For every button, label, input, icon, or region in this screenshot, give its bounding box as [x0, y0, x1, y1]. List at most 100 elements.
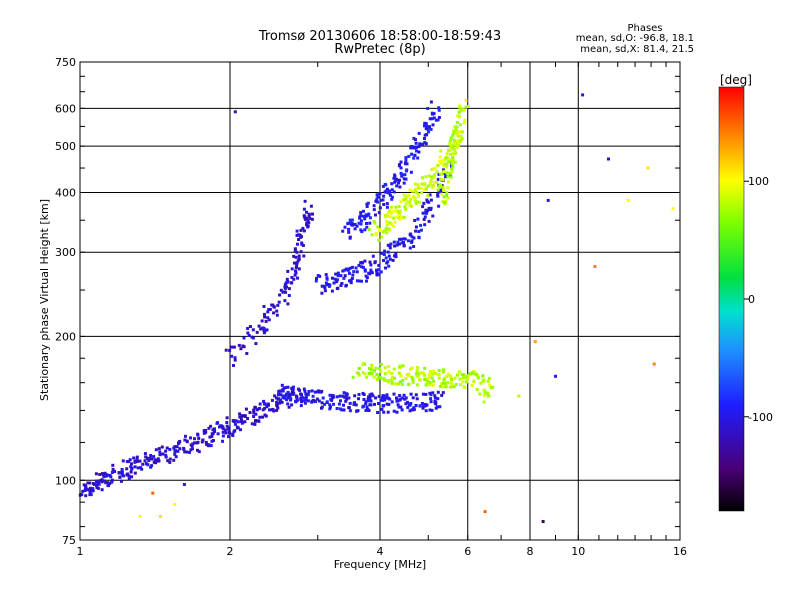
data-point [280, 400, 284, 404]
data-point [421, 392, 425, 396]
data-point [442, 164, 446, 168]
data-point [448, 374, 452, 378]
data-point [441, 159, 445, 163]
data-point [338, 407, 342, 411]
data-point [278, 401, 281, 405]
data-point [301, 244, 305, 247]
data-point [342, 403, 345, 407]
data-point [135, 458, 139, 462]
data-point [237, 343, 241, 347]
data-point [415, 397, 419, 401]
data-point [133, 465, 137, 469]
data-point [390, 197, 394, 201]
data-point [374, 232, 378, 236]
data-point [476, 376, 480, 380]
data-point [439, 161, 443, 165]
data-point [454, 151, 458, 155]
data-point [405, 168, 409, 172]
data-point [136, 466, 140, 470]
data-point [431, 383, 435, 387]
data-point [366, 408, 370, 412]
data-point [353, 401, 357, 405]
data-point [444, 381, 448, 385]
data-point [456, 373, 459, 377]
data-point [439, 177, 443, 181]
data-point [283, 290, 286, 294]
data-point [343, 395, 347, 399]
data-point [111, 463, 115, 467]
data-point [221, 439, 224, 443]
data-point [246, 417, 250, 420]
data-point [487, 376, 491, 380]
data-point [130, 462, 133, 466]
data-point [425, 125, 429, 129]
data-point [177, 441, 181, 445]
y-axis-label: Stationary phase Virtual Height [km] [38, 199, 51, 401]
data-point [375, 271, 379, 275]
data-point [175, 445, 179, 449]
data-point [432, 369, 436, 373]
data-point [468, 372, 472, 376]
colorbar-tick-label: 100 [748, 175, 769, 188]
data-point [357, 221, 361, 225]
data-point [369, 403, 373, 407]
data-point [541, 520, 545, 523]
data-point [88, 486, 92, 490]
data-point [393, 173, 397, 177]
data-point [381, 184, 385, 188]
data-point [303, 199, 307, 203]
data-point [100, 480, 104, 484]
data-point [361, 265, 365, 269]
data-point [437, 106, 441, 110]
data-point [395, 215, 399, 219]
data-point [413, 153, 417, 157]
data-point [396, 399, 400, 403]
data-point [158, 453, 162, 457]
data-point [335, 395, 339, 399]
data-point [410, 235, 414, 239]
data-point [423, 182, 427, 185]
data-point [284, 386, 288, 389]
data-point [402, 181, 406, 185]
data-point [367, 212, 371, 216]
data-point [143, 459, 147, 463]
data-point [377, 263, 381, 267]
data-point [371, 254, 375, 258]
data-point [396, 382, 400, 386]
data-point [353, 223, 357, 226]
data-point [430, 185, 434, 189]
data-point [423, 137, 426, 140]
data-point [325, 283, 329, 287]
data-point [100, 478, 104, 482]
data-point [157, 447, 161, 451]
data-point [390, 400, 394, 404]
data-point [103, 473, 107, 477]
data-point [435, 170, 439, 174]
data-point [108, 481, 112, 485]
data-point [273, 394, 277, 398]
data-point [471, 371, 475, 375]
data-point [347, 406, 351, 410]
data-point [247, 334, 251, 337]
data-point [328, 403, 332, 407]
data-point [303, 217, 307, 221]
data-point [385, 205, 389, 209]
data-point [355, 224, 359, 228]
data-point [281, 388, 284, 392]
data-point [363, 268, 367, 272]
x-tick-label: 1 [77, 545, 84, 558]
data-point [363, 372, 367, 376]
data-point [279, 398, 282, 402]
data-point [409, 170, 413, 174]
x-tick-label: 10 [571, 545, 585, 558]
data-point [297, 254, 301, 258]
data-point [382, 259, 385, 262]
x-tick-label: 8 [527, 545, 534, 558]
data-point [413, 146, 417, 150]
data-point [154, 448, 158, 452]
data-point [386, 410, 390, 414]
data-point [320, 284, 324, 288]
data-point [168, 447, 172, 451]
data-point [257, 419, 261, 423]
